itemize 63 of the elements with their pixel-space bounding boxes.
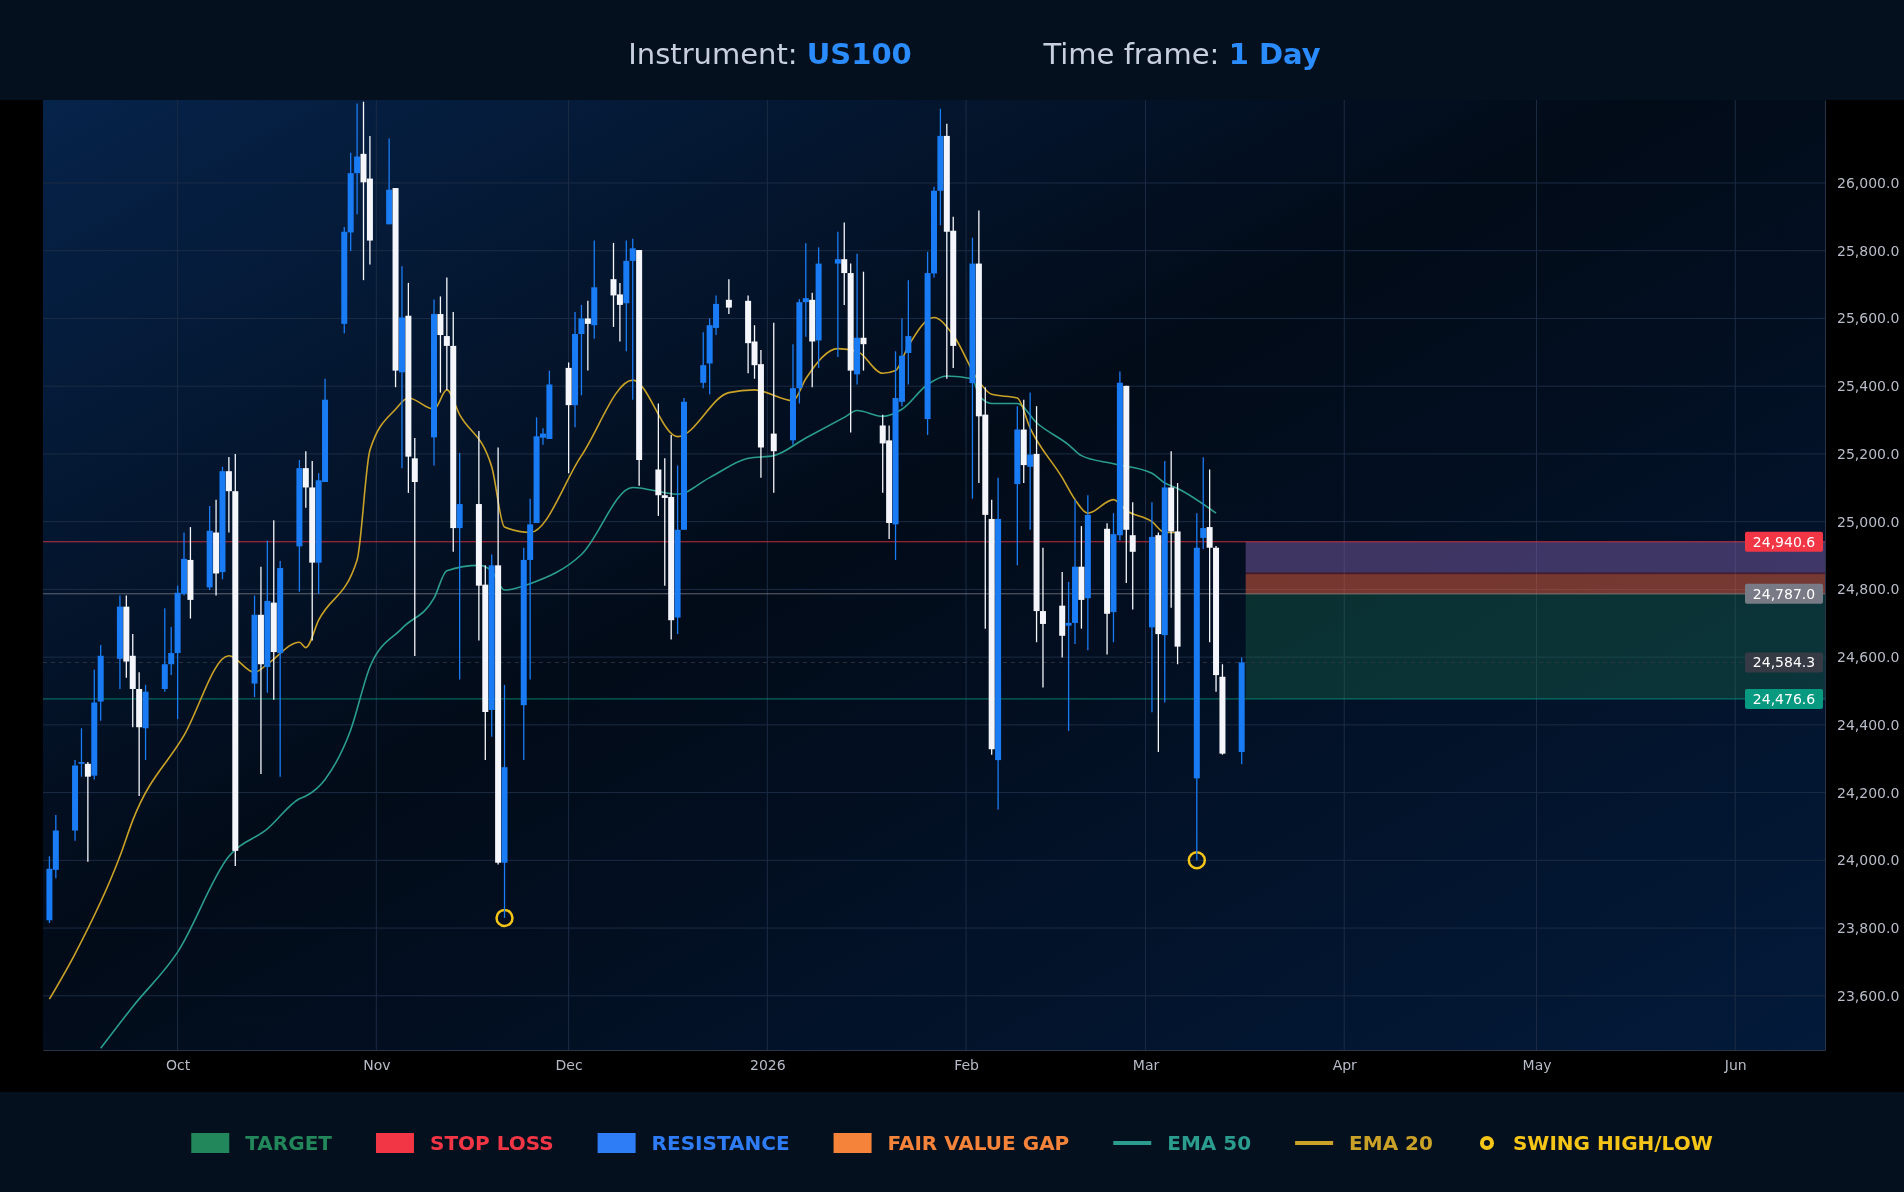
candlestick xyxy=(841,221,848,306)
x-tick-label: Oct xyxy=(166,1056,191,1073)
y-tick-label: 25,800.0 xyxy=(1837,242,1900,259)
x-tick-label: Mar xyxy=(1132,1056,1160,1073)
candlestick xyxy=(578,304,585,396)
candlestick xyxy=(725,278,732,315)
candlestick xyxy=(1039,547,1046,689)
legend-label: EMA 50 xyxy=(1167,1131,1252,1155)
candlestick xyxy=(456,452,463,681)
candlestick xyxy=(1027,391,1034,531)
candlestick xyxy=(443,276,450,391)
y-tick-label: 25,000.0 xyxy=(1837,513,1900,530)
legend-label: STOP LOSS xyxy=(429,1131,554,1155)
x-tick-label: Jun xyxy=(1723,1056,1747,1073)
candlestick xyxy=(78,727,85,778)
candlestick xyxy=(1200,456,1207,550)
y-tick-label: 24,800.0 xyxy=(1837,581,1900,598)
legend-label: RESISTANCE xyxy=(651,1131,790,1155)
x-tick-label: Feb xyxy=(954,1056,980,1073)
candlestick xyxy=(354,102,361,215)
candlestick xyxy=(802,242,809,338)
chart-title: Instrument: US100 xyxy=(628,37,912,71)
candlestick xyxy=(905,279,912,386)
candlestick xyxy=(411,437,418,657)
y-tick-label: 25,200.0 xyxy=(1837,445,1900,462)
x-tick-label: Apr xyxy=(1332,1056,1358,1073)
candlestick xyxy=(225,456,232,534)
legend-label: FAIR VALUE GAP xyxy=(887,1131,1070,1155)
y-tick-label: 25,400.0 xyxy=(1837,378,1900,395)
y-tick-label: 23,600.0 xyxy=(1837,987,1900,1004)
candlestick xyxy=(84,761,91,863)
x-tick-label: Dec xyxy=(555,1056,583,1073)
x-tick-label: Nov xyxy=(363,1056,391,1073)
y-tick-label: 24,200.0 xyxy=(1837,784,1900,801)
candlestick xyxy=(168,626,175,676)
legend-label: EMA 20 xyxy=(1349,1131,1433,1155)
legend-label: TARGET xyxy=(245,1131,333,1155)
candlestick xyxy=(302,450,309,509)
line-series xyxy=(99,375,1217,1050)
candlestick xyxy=(770,322,777,494)
legend-label: SWING HIGH/LOW xyxy=(1512,1131,1713,1155)
candlestick xyxy=(584,300,591,372)
candlestick xyxy=(860,271,867,372)
candlestick xyxy=(1129,501,1136,611)
x-tick-label: May xyxy=(1522,1056,1552,1073)
y-tick-label: 24,400.0 xyxy=(1837,716,1900,733)
ref-line-label: 24,940.6 xyxy=(1752,533,1816,550)
ref-line-label: 24,476.6 xyxy=(1752,690,1816,707)
candlestick xyxy=(700,331,707,389)
y-tick-label: 25,600.0 xyxy=(1837,310,1900,327)
candlestick xyxy=(437,295,444,394)
ref-line-label: 24,584.3 xyxy=(1752,654,1816,671)
y-tick-label: 23,800.0 xyxy=(1837,920,1900,937)
chart-subtitle: Time frame: 1 Day xyxy=(1042,37,1321,71)
candlestick xyxy=(1206,468,1213,643)
y-tick-label: 24,600.0 xyxy=(1837,649,1900,666)
candlestick xyxy=(834,231,841,358)
y-tick-label: 26,000.0 xyxy=(1837,174,1900,191)
candlestick xyxy=(629,238,636,401)
ref-line-label: 24,787.0 xyxy=(1752,585,1816,602)
candlestick xyxy=(1065,581,1072,732)
y-tick-label: 24,000.0 xyxy=(1837,852,1900,869)
x-tick-label: 2026 xyxy=(750,1056,786,1073)
